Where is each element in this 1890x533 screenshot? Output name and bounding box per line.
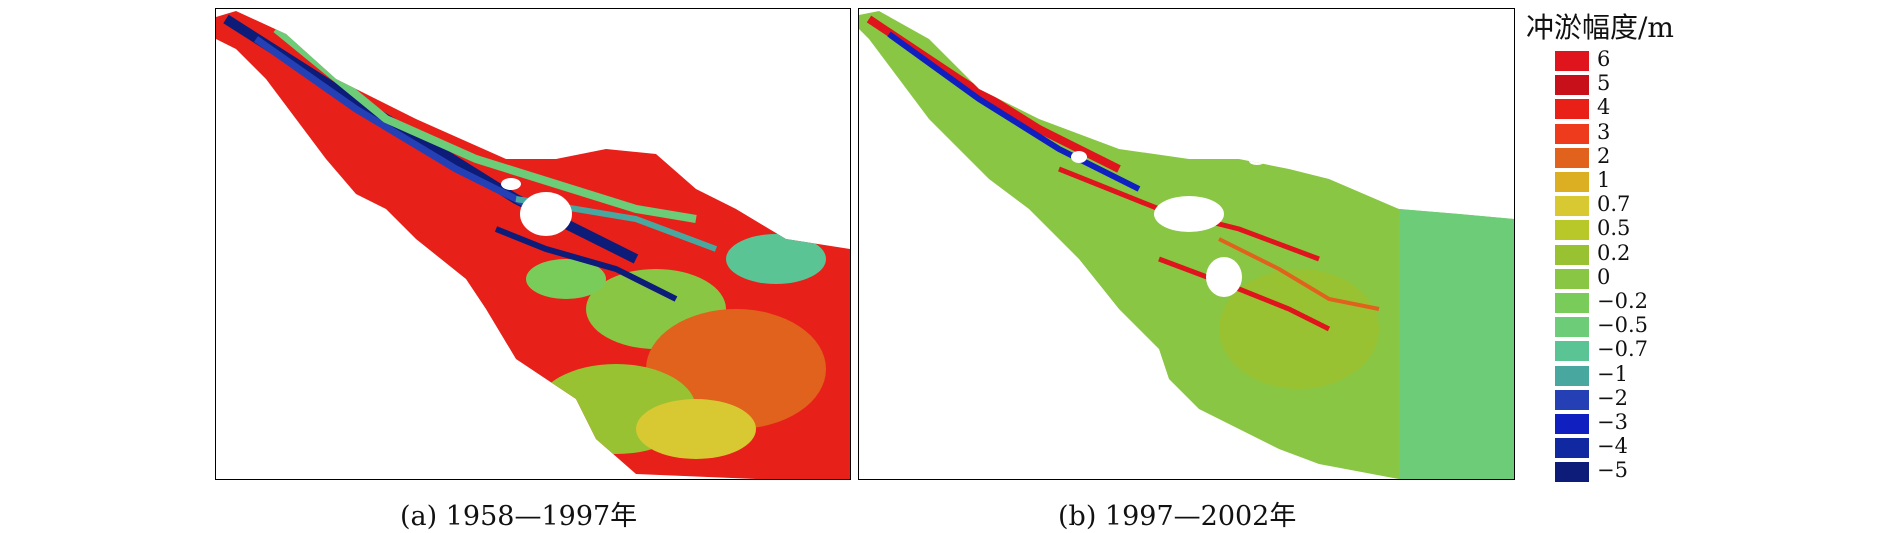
- erosion-map-a: [216, 11, 850, 479]
- legend-item: −4: [1555, 434, 1695, 459]
- legend-label: −3: [1597, 410, 1628, 434]
- panel-a-caption: (a) 1958—1997年: [400, 501, 638, 532]
- legend-swatch: [1555, 75, 1589, 96]
- legend-label: −2: [1597, 385, 1628, 410]
- legend-swatch: [1555, 462, 1589, 483]
- legend-label: −5: [1597, 458, 1628, 483]
- legend-label: 6: [1597, 47, 1611, 71]
- legend-item: 5: [1555, 71, 1695, 96]
- panel-b-caption: (b) 1997—2002年: [1058, 501, 1297, 532]
- legend-swatch: [1555, 244, 1589, 265]
- legend-swatch: [1555, 293, 1589, 313]
- legend-label: 4: [1597, 95, 1611, 120]
- legend-swatch: [1555, 220, 1589, 241]
- legend-swatch: [1555, 389, 1589, 410]
- legend-item: −0.7: [1555, 337, 1695, 362]
- legend-label: −0.2: [1597, 289, 1648, 313]
- legend-item: 0: [1555, 264, 1695, 289]
- legend-swatch: [1555, 196, 1589, 217]
- legend-item: −5: [1555, 458, 1695, 483]
- legend-swatch: [1555, 365, 1589, 386]
- legend-swatch: [1555, 414, 1589, 434]
- legend-item: 0.7: [1555, 192, 1695, 217]
- legend-item: −0.2: [1555, 289, 1695, 313]
- legend-label: 5: [1597, 71, 1611, 96]
- legend-item: 2: [1555, 143, 1695, 168]
- legend-label: −0.7: [1597, 337, 1648, 362]
- legend-label: −4: [1597, 434, 1628, 459]
- legend-item: 0.5: [1555, 216, 1695, 241]
- map-panel-a: [215, 8, 851, 480]
- legend-item: 6: [1555, 47, 1695, 71]
- legend-label: 3: [1597, 119, 1611, 144]
- map-panel-b: [858, 8, 1515, 480]
- legend-swatch: [1555, 99, 1589, 120]
- legend-label: 0.5: [1597, 216, 1631, 241]
- legend-label: 0.2: [1597, 240, 1631, 265]
- legend-label: 1: [1597, 168, 1611, 192]
- legend-swatch: [1555, 147, 1589, 168]
- erosion-map-b: [859, 11, 1514, 479]
- legend-swatch: [1555, 172, 1589, 192]
- legend-item: −2: [1555, 385, 1695, 410]
- legend-item: −3: [1555, 410, 1695, 434]
- legend-item: 1: [1555, 168, 1695, 192]
- legend-item: −0.5: [1555, 313, 1695, 338]
- legend-swatch: [1555, 268, 1589, 289]
- legend-swatch: [1555, 341, 1589, 362]
- legend-swatch: [1555, 123, 1589, 144]
- legend-item: 0.2: [1555, 240, 1695, 265]
- legend-label: 0: [1597, 264, 1611, 289]
- legend-label: 0.7: [1597, 192, 1631, 217]
- legend-label: 2: [1597, 143, 1611, 168]
- legend-label: −0.5: [1597, 313, 1648, 338]
- legend-swatch: [1555, 438, 1589, 459]
- legend-title: 冲淤幅度/m: [1526, 11, 1674, 44]
- legend-item: −1: [1555, 361, 1695, 386]
- legend-item: 4: [1555, 95, 1695, 120]
- legend-item: 3: [1555, 119, 1695, 144]
- map-a-fill: [216, 11, 850, 479]
- legend-swatch: [1555, 51, 1589, 71]
- legend-label: −1: [1597, 361, 1628, 386]
- map-b-fill: [859, 11, 1514, 479]
- legend-swatch: [1555, 317, 1589, 338]
